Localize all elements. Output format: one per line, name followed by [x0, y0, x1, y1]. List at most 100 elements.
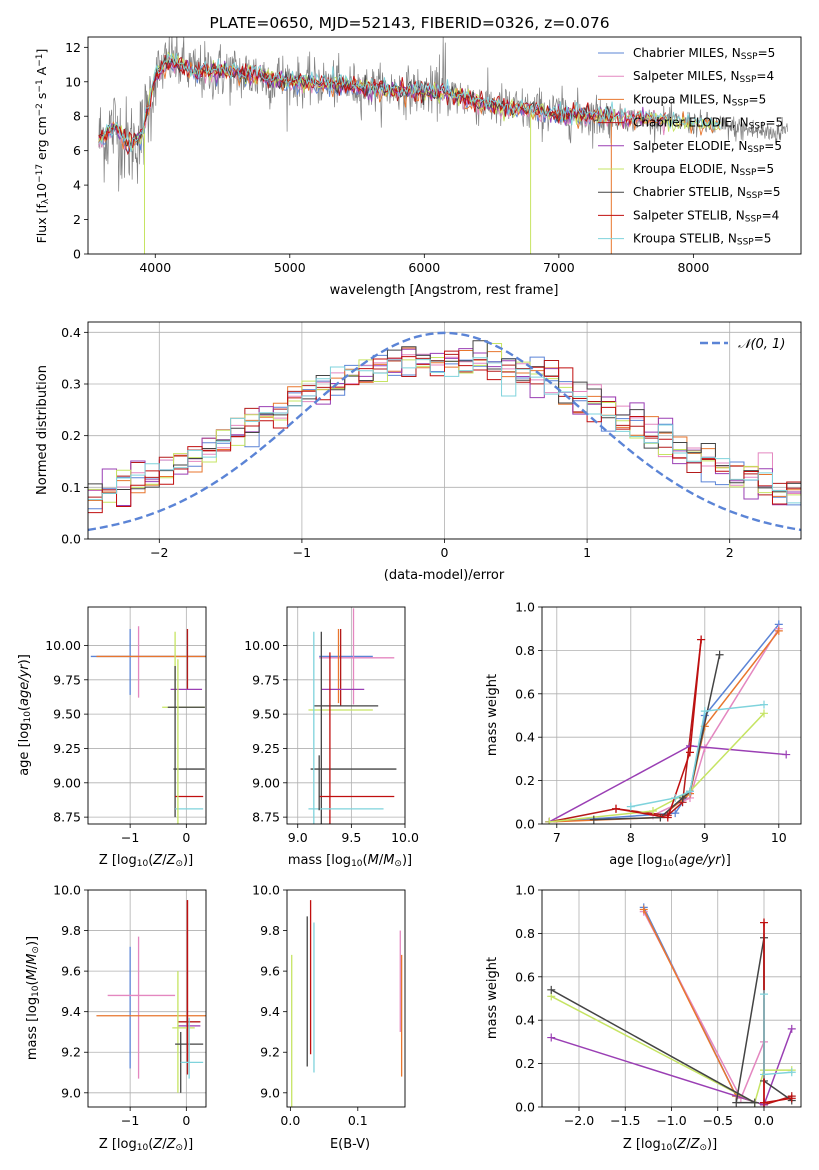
- y-tick-label: 9.8: [260, 923, 280, 938]
- point-marker: [715, 650, 724, 659]
- y-tick-label: 6: [73, 143, 81, 158]
- x-tick-label: 10: [771, 830, 787, 845]
- x-axis-label: Z [log10(Z/Z⊙)]: [99, 1137, 193, 1153]
- point-marker: [787, 1024, 796, 1033]
- y-tick-label: 0.3: [61, 377, 81, 392]
- point-marker: [547, 985, 556, 994]
- x-axis-label: wavelength [Angstrom, rest frame]: [330, 283, 559, 298]
- label-part: Z: [166, 853, 177, 868]
- hist-salpeter-stelib: [88, 350, 801, 514]
- x-tick-label: 0.1: [348, 1113, 368, 1128]
- x-tick-label: −0.5: [703, 1113, 733, 1128]
- series-salpeter-stelib: [615, 639, 702, 819]
- y-tick-label: 0.2: [61, 428, 81, 443]
- x-tick-label: −2: [150, 545, 168, 560]
- y-axis-label: mass [log10(M/M⊙)]: [25, 936, 41, 1060]
- label-part: )]: [402, 853, 412, 868]
- legend: 𝒩(0, 1): [700, 337, 785, 352]
- legend-entry: Chabrier ELODIE, NSSP=5: [633, 116, 783, 132]
- x-tick-label: 9: [701, 830, 709, 845]
- label-part: λ: [41, 198, 51, 204]
- label-part: /: [25, 964, 40, 969]
- axes-mass_weight_vs_Z: −2.0 −1.5 −1.0 −0.5 0.0 0.0 0.2 0.4 0.6 0.8 1.0 Z […: [485, 883, 802, 1153]
- label-part: Z: [152, 853, 163, 868]
- label-part: Chabrier MILES, N: [633, 46, 741, 60]
- label-part: SSP: [732, 99, 749, 109]
- y-tick-label: 9.50: [252, 707, 280, 722]
- label-part: Kroupa STELIB, N: [633, 232, 737, 246]
- point-marker: [760, 1070, 768, 1079]
- label-part: ⊙: [175, 859, 183, 869]
- y-tick-label: 0: [73, 247, 81, 262]
- label-part: 10: [31, 985, 41, 997]
- label-part: 10: [351, 859, 363, 869]
- label-part: mass [log: [25, 997, 40, 1060]
- label-part: (: [672, 1137, 677, 1152]
- axes-frame: [541, 606, 802, 825]
- label-part: 10: [137, 859, 149, 869]
- plot-area: [88, 890, 206, 1107]
- point-marker: [626, 802, 635, 811]
- y-tick-label: 0.0: [61, 532, 81, 547]
- point-marker: [686, 787, 694, 796]
- hist-kroupa-stelib: [88, 357, 801, 504]
- label-part: SSP: [741, 52, 758, 62]
- label-part: SSP: [740, 168, 757, 178]
- y-axis-label: mass weight: [485, 957, 500, 1039]
- point-marker: [732, 1098, 741, 1107]
- legend-entry: Salpeter MILES, NSSP=4: [633, 69, 774, 85]
- plot-area: [88, 607, 206, 824]
- point-marker: [760, 709, 768, 718]
- label-part: −17: [35, 164, 45, 183]
- label-part: M: [368, 853, 379, 868]
- x-tick-label: 1: [583, 545, 591, 560]
- plot-area: [542, 890, 801, 1107]
- series-chabrier-elodie: [763, 922, 792, 1106]
- x-tick-label: −1: [121, 1113, 139, 1128]
- x-tick-label: 8: [627, 830, 635, 845]
- label-part: M: [25, 954, 40, 965]
- label-part: age/yr: [679, 853, 722, 868]
- y-tick-label: 9.4: [61, 1004, 81, 1019]
- point-marker: [782, 750, 791, 759]
- y-axis-label: mass weight: [485, 674, 500, 756]
- series-chabrier-miles: [549, 623, 780, 823]
- x-tick-label: 2: [726, 545, 734, 560]
- y-tick-label: 0.8: [515, 643, 535, 658]
- y-axis-label: Flux [fλ10−17 erg cm−2 s−1 A−1]: [34, 49, 51, 244]
- x-tick-label: 7: [553, 830, 561, 845]
- label-part: ⊙: [31, 946, 41, 954]
- point-marker: [697, 635, 706, 644]
- x-tick-label: 9.5: [341, 830, 361, 845]
- label-part: /: [162, 1137, 167, 1152]
- point-marker: [760, 990, 768, 999]
- y-tick-label: 0.4: [61, 325, 81, 340]
- legend-entry: 𝒩(0, 1): [738, 337, 785, 352]
- label-part: M: [383, 853, 394, 868]
- label-part: =5: [758, 46, 776, 60]
- normal-curve: [88, 331, 801, 532]
- y-tick-label: 0.0: [515, 1100, 535, 1115]
- label-part: SSP: [740, 75, 757, 85]
- label-part: 10: [23, 711, 33, 723]
- label-part: ⊙: [699, 1143, 707, 1153]
- point-marker: [547, 1033, 556, 1042]
- x-tick-label: 5000: [274, 260, 306, 275]
- y-axis-label: Normed distribution: [35, 365, 50, 495]
- y-tick-label: 9.4: [260, 1004, 280, 1019]
- label-part: (: [674, 853, 679, 868]
- x-tick-label: 9.0: [288, 830, 308, 845]
- point-marker: [760, 1098, 768, 1107]
- label-part: mass [log: [288, 853, 351, 868]
- label-part: Z: [166, 1137, 177, 1152]
- y-tick-label: 0.0: [515, 817, 535, 832]
- y-tick-label: 1.0: [515, 600, 535, 615]
- label-part: =5: [763, 185, 781, 199]
- x-tick-label: −1.5: [610, 1113, 640, 1128]
- x-tick-label: 4000: [139, 260, 171, 275]
- y-tick-label: 10.0: [252, 883, 280, 898]
- legend-entry: Kroupa ELODIE, NSSP=5: [633, 162, 774, 178]
- axes-mass_vs_Z: −1 09.09.29.49.69.810.0Z [log10(Z/Z⊙)]mas…: [25, 883, 207, 1153]
